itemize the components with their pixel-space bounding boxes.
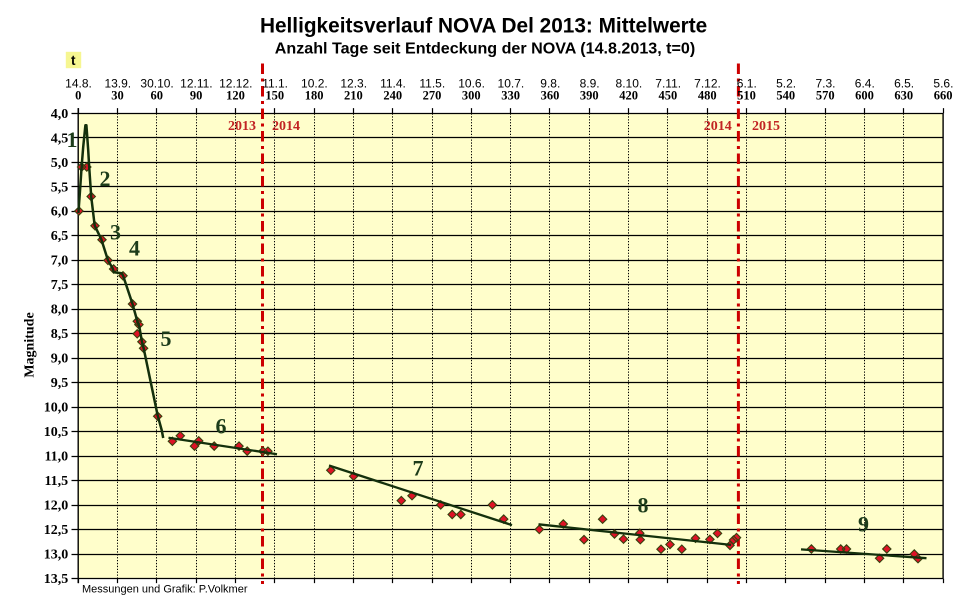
svg-text:11.5.: 11.5. (419, 77, 445, 91)
svg-text:2014: 2014 (272, 119, 300, 134)
svg-text:2015: 2015 (752, 119, 780, 134)
svg-text:12,0: 12,0 (44, 499, 69, 514)
svg-text:12,5: 12,5 (44, 523, 69, 538)
svg-text:11,5: 11,5 (44, 474, 68, 489)
svg-text:Magnitude: Magnitude (23, 312, 38, 377)
svg-text:6,0: 6,0 (51, 205, 69, 220)
svg-text:600: 600 (855, 89, 874, 103)
svg-text:8.10.: 8.10. (616, 77, 643, 91)
svg-text:5,5: 5,5 (51, 180, 69, 195)
svg-text:6,5: 6,5 (51, 229, 69, 244)
svg-text:510: 510 (737, 89, 756, 103)
svg-text:10.6.: 10.6. (458, 77, 485, 91)
svg-text:660: 660 (934, 89, 953, 103)
svg-text:480: 480 (698, 89, 717, 103)
svg-text:5,0: 5,0 (51, 156, 69, 171)
svg-text:6: 6 (216, 413, 227, 438)
svg-text:11.4.: 11.4. (380, 77, 406, 91)
svg-text:30.10.: 30.10. (140, 77, 173, 91)
svg-text:7.3.: 7.3. (815, 77, 835, 91)
svg-text:8,5: 8,5 (51, 327, 69, 342)
svg-text:30: 30 (111, 89, 124, 103)
svg-text:8.9.: 8.9. (580, 77, 600, 91)
svg-text:12.12.: 12.12. (219, 77, 252, 91)
svg-text:390: 390 (580, 89, 599, 103)
svg-text:11.1.: 11.1. (262, 77, 288, 91)
svg-text:t: t (71, 53, 76, 68)
svg-text:7,0: 7,0 (51, 254, 69, 269)
svg-text:6.1.: 6.1. (737, 77, 757, 91)
svg-text:7,5: 7,5 (51, 278, 69, 293)
svg-text:240: 240 (383, 89, 402, 103)
svg-text:12.11.: 12.11. (180, 77, 212, 91)
svg-text:120: 120 (226, 89, 245, 103)
svg-text:5.2.: 5.2. (776, 77, 796, 91)
svg-text:450: 450 (659, 89, 678, 103)
svg-text:7: 7 (413, 455, 424, 480)
svg-text:300: 300 (462, 89, 481, 103)
svg-text:10.7.: 10.7. (498, 77, 525, 91)
svg-text:13.9.: 13.9. (104, 77, 131, 91)
svg-text:11,0: 11,0 (44, 450, 68, 465)
svg-text:2013: 2013 (228, 119, 256, 134)
svg-text:13,0: 13,0 (44, 548, 69, 563)
svg-text:9.8.: 9.8. (540, 77, 560, 91)
svg-text:6.5.: 6.5. (894, 77, 914, 91)
svg-text:0: 0 (75, 89, 81, 103)
svg-text:4,5: 4,5 (51, 131, 69, 146)
svg-text:7.11.: 7.11. (655, 77, 681, 91)
svg-text:570: 570 (816, 89, 835, 103)
svg-text:540: 540 (776, 89, 795, 103)
svg-text:10,0: 10,0 (44, 401, 69, 416)
svg-text:Helligkeitsverlauf NOVA Del 20: Helligkeitsverlauf NOVA Del 2013: Mittel… (260, 14, 707, 37)
svg-text:10.2.: 10.2. (301, 77, 328, 91)
svg-text:7.12.: 7.12. (694, 77, 721, 91)
svg-text:1: 1 (67, 127, 78, 152)
svg-text:420: 420 (619, 89, 638, 103)
svg-text:60: 60 (151, 89, 164, 103)
svg-text:4,0: 4,0 (51, 107, 69, 122)
svg-text:14.8.: 14.8. (65, 77, 92, 91)
svg-text:270: 270 (423, 89, 442, 103)
svg-text:330: 330 (501, 89, 520, 103)
svg-text:9: 9 (858, 512, 869, 537)
svg-text:4: 4 (129, 236, 140, 261)
svg-text:9,5: 9,5 (51, 376, 69, 391)
svg-text:12.3.: 12.3. (340, 77, 367, 91)
svg-text:2: 2 (100, 166, 111, 191)
svg-text:210: 210 (344, 89, 363, 103)
svg-text:8: 8 (638, 493, 649, 518)
svg-text:3: 3 (110, 219, 121, 244)
svg-text:2014: 2014 (704, 119, 732, 134)
svg-text:Anzahl Tage seit Entdeckung de: Anzahl Tage seit Entdeckung der NOVA (14… (275, 39, 696, 57)
svg-text:5: 5 (161, 326, 172, 351)
svg-text:8,0: 8,0 (51, 303, 69, 318)
svg-text:180: 180 (305, 89, 324, 103)
svg-text:150: 150 (265, 89, 284, 103)
svg-text:Messungen und Grafik: P.Volkme: Messungen und Grafik: P.Volkmer (82, 583, 248, 595)
svg-text:90: 90 (190, 89, 203, 103)
svg-text:5.6.: 5.6. (933, 77, 953, 91)
svg-text:10,5: 10,5 (44, 425, 69, 440)
svg-text:360: 360 (541, 89, 560, 103)
svg-text:9,0: 9,0 (51, 352, 69, 367)
svg-text:13,5: 13,5 (44, 572, 69, 587)
svg-text:6.4.: 6.4. (855, 77, 875, 91)
svg-text:630: 630 (894, 89, 913, 103)
